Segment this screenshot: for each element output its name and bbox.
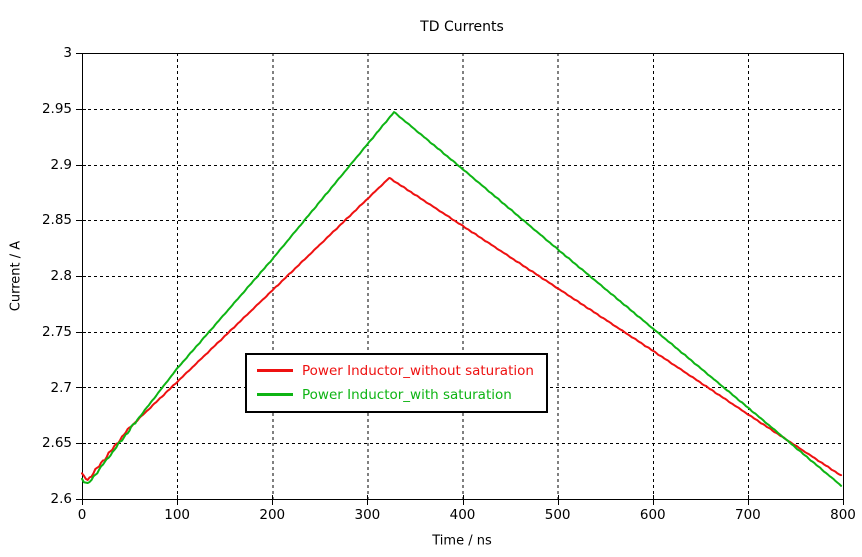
y-tick-label: 2.9	[50, 156, 72, 173]
y-tick-label: 2.6	[50, 491, 72, 507]
x-tick-label: 800	[830, 507, 856, 523]
legend-label: Power Inductor_without saturation	[302, 362, 534, 379]
x-tick-label: 300	[354, 507, 381, 523]
legend: Power Inductor_without saturation Power …	[245, 353, 548, 413]
x-tick-label: 400	[449, 507, 476, 523]
legend-item-with-saturation: Power Inductor_with saturation	[257, 384, 534, 405]
y-tick-label: 2.65	[41, 435, 72, 452]
legend-item-without-saturation: Power Inductor_without saturation	[257, 360, 534, 381]
x-tick-label: 100	[164, 507, 191, 523]
x-tick-label: 600	[639, 507, 666, 523]
legend-line-sample-red	[257, 369, 293, 372]
series-line-without-saturation	[81, 176, 843, 481]
x-axis-title: Time / ns	[432, 533, 492, 549]
x-tick-label: 0	[77, 507, 87, 523]
y-tick-label: 2.8	[50, 268, 72, 284]
legend-line-sample-green	[257, 393, 293, 396]
x-tick-label: 500	[544, 507, 571, 523]
y-tick-label: 2.95	[41, 100, 72, 117]
y-tick-label: 3	[63, 45, 72, 61]
x-tick-label: 200	[259, 507, 286, 523]
x-tick-label: 700	[734, 507, 761, 523]
chart-title: TD Currents	[420, 19, 504, 35]
y-tick-label: 2.7	[50, 379, 72, 396]
y-tick-label: 2.85	[41, 212, 72, 229]
legend-label: Power Inductor_with saturation	[302, 386, 512, 403]
series-line-with-saturation	[81, 111, 843, 487]
y-tick-label: 2.75	[41, 323, 72, 340]
